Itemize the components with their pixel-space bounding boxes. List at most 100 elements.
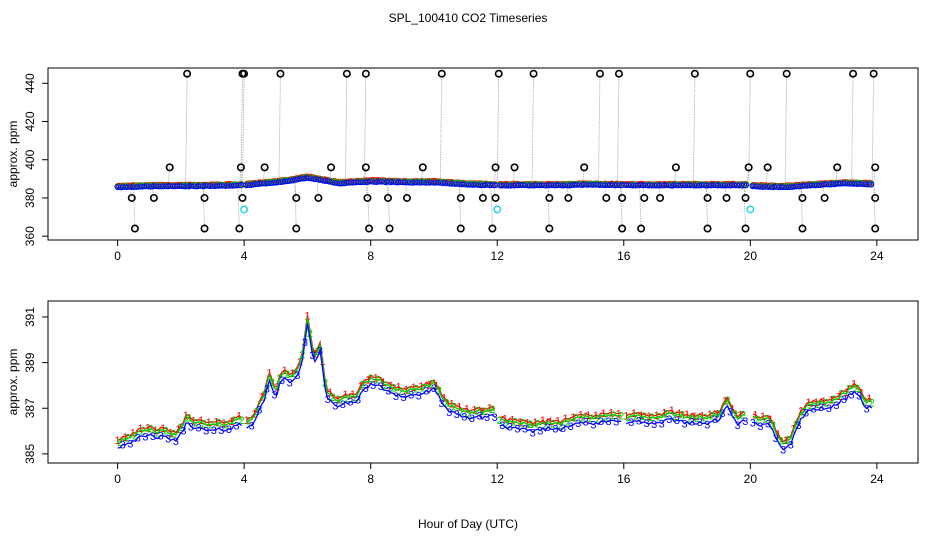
outlier-point: [437, 69, 446, 78]
series-3-marker: 3: [598, 416, 604, 428]
series-2-marker: 2: [838, 389, 844, 401]
series-1-marker: 1: [555, 415, 561, 427]
series-1-marker: 1: [221, 418, 227, 430]
series-2-line: [117, 416, 243, 443]
series-1-marker: 1: [707, 409, 713, 421]
series-3-marker: 3: [127, 439, 133, 451]
series-1-marker: 1: [449, 399, 455, 411]
outlier-dropline: [490, 185, 493, 229]
outlier-point: [488, 224, 497, 233]
series-2-marker: 2: [185, 412, 191, 424]
bottom-x-tick-label: 0: [114, 472, 121, 486]
series-3-marker: 3: [864, 403, 870, 415]
outlier-point: [456, 224, 465, 233]
series-2-marker: 2: [330, 392, 336, 404]
series-2-marker: 2: [656, 412, 662, 424]
series-3-marker: 3: [636, 416, 642, 428]
outlier-point: [292, 193, 301, 202]
outlier-dropline: [620, 185, 623, 229]
series-2-marker: 2: [216, 417, 222, 429]
outlier-point: [456, 193, 465, 202]
series-1-marker: 1: [699, 410, 705, 422]
series-3-marker: 3: [309, 350, 315, 362]
outlier-dropline: [367, 181, 370, 229]
outlier-dropline: [278, 73, 281, 183]
series-1-marker: 1: [190, 415, 196, 427]
series-3-marker: 3: [727, 407, 733, 419]
series-2-marker: 2: [762, 413, 768, 425]
series-2-marker: 2: [595, 413, 601, 425]
series-3-marker: 3: [271, 389, 277, 401]
series-2-marker: 2: [717, 409, 723, 421]
baseline-point-3: [742, 182, 749, 189]
outlier-dropline: [240, 73, 243, 186]
series-2-line: [499, 413, 622, 428]
series-3-marker: 3: [803, 407, 809, 419]
series-2-marker: 2: [816, 399, 822, 411]
series-3-line: [246, 323, 496, 429]
series-2-marker: 2: [565, 417, 571, 429]
series-3-marker: 3: [811, 404, 817, 416]
outlier-point: [235, 224, 244, 233]
series-1-marker: 1: [722, 396, 728, 408]
bottom-x-tick-label: 12: [491, 472, 505, 486]
series-1-marker: 1: [517, 417, 523, 429]
series-3-marker: 3: [613, 416, 619, 428]
outlier-dropline: [873, 184, 876, 199]
bottom-ylabel: approx. ppm: [6, 349, 20, 416]
outlier-point: [798, 193, 807, 202]
series-1-marker: 1: [783, 435, 789, 447]
series-2-marker: 2: [451, 401, 457, 413]
series-1-marker: 1: [714, 408, 720, 420]
outlier-point: [238, 193, 247, 202]
series-3-marker: 3: [165, 433, 171, 445]
series-2-marker: 2: [459, 406, 465, 418]
series-2-marker: 2: [368, 373, 374, 385]
series-2-marker: 2: [709, 410, 715, 422]
outlier-dropline: [743, 185, 746, 229]
top-y-tick-label: 400: [23, 149, 37, 169]
series-1-marker: 1: [335, 394, 341, 406]
series-1-marker: 1: [547, 416, 553, 428]
series-2-marker: 2: [535, 419, 541, 431]
outlier-point: [640, 193, 649, 202]
series-3-marker: 3: [514, 423, 520, 435]
series-1-marker: 1: [669, 405, 675, 417]
series-2-marker: 2: [770, 420, 776, 432]
outlier-point: [494, 69, 503, 78]
outlier-dropline: [873, 184, 876, 229]
outlier-point: [741, 224, 750, 233]
outlier-dropline: [493, 185, 496, 199]
series-2-marker: 2: [504, 418, 510, 430]
chart-title: SPL_100410 CO2 Timeseries: [389, 11, 548, 25]
series-2-marker: 2: [618, 410, 624, 422]
outlier-dropline: [363, 73, 367, 183]
series-1-marker: 1: [616, 408, 622, 420]
series-1-marker: 1: [213, 417, 219, 429]
series-1-marker: 1: [365, 374, 371, 386]
series-3-marker: 3: [856, 391, 862, 403]
outlier-point: [741, 193, 750, 202]
series-2-marker: 2: [671, 411, 677, 423]
outlier-point: [871, 193, 880, 202]
series-3-marker: 3: [180, 426, 186, 438]
series-2-line: [246, 317, 496, 423]
outlier-point: [478, 193, 487, 202]
series-1-marker: 1: [684, 409, 690, 421]
series-1-line: [499, 411, 622, 426]
series-3-marker: 3: [256, 404, 262, 416]
series-3-marker: 3: [590, 420, 596, 432]
outlier-point: [418, 163, 427, 172]
outlier-dropline: [458, 184, 462, 229]
outlier-dropline: [129, 187, 133, 199]
series-1-line: [626, 396, 746, 419]
series-2-marker: 2: [132, 430, 138, 442]
series-2-marker: 2: [406, 385, 412, 397]
series-2-marker: 2: [352, 392, 358, 404]
series-1-marker: 1: [411, 382, 417, 394]
flagged-point: [493, 205, 502, 214]
flagged-point: [240, 205, 249, 214]
top-x-tick-label: 12: [491, 249, 505, 263]
